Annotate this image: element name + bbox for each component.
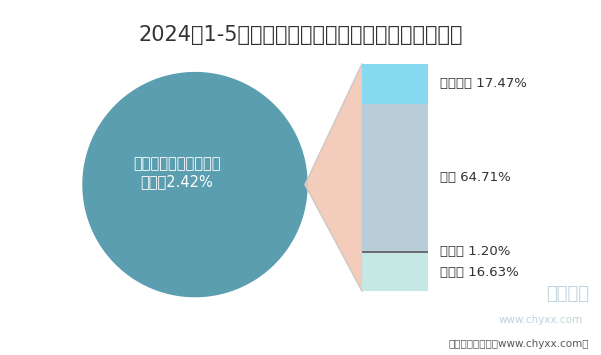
Polygon shape: [83, 73, 307, 296]
Text: 2024年1-5月陕西省原保险保费收入类别对比统计图: 2024年1-5月陕西省原保险保费收入类别对比统计图: [138, 25, 463, 45]
Text: 意外险 1.20%: 意外险 1.20%: [440, 245, 510, 258]
Text: 健康险 16.63%: 健康险 16.63%: [440, 266, 519, 279]
Text: 智研咨询: 智研咨询: [546, 285, 589, 303]
Text: 财产保险 17.47%: 财产保险 17.47%: [440, 77, 527, 90]
Bar: [362, 251, 428, 253]
Text: 寿险 64.71%: 寿险 64.71%: [440, 171, 511, 184]
Text: www.chyxx.com: www.chyxx.com: [499, 315, 583, 325]
Polygon shape: [305, 64, 362, 291]
Text: 制图：智研咨询（www.chyxx.com）: 制图：智研咨询（www.chyxx.com）: [448, 339, 589, 349]
Bar: [362, 64, 428, 104]
Bar: [362, 104, 428, 251]
Text: 陕西省保险保费占全国
比重为2.42%: 陕西省保险保费占全国 比重为2.42%: [133, 157, 221, 189]
Bar: [362, 253, 428, 291]
